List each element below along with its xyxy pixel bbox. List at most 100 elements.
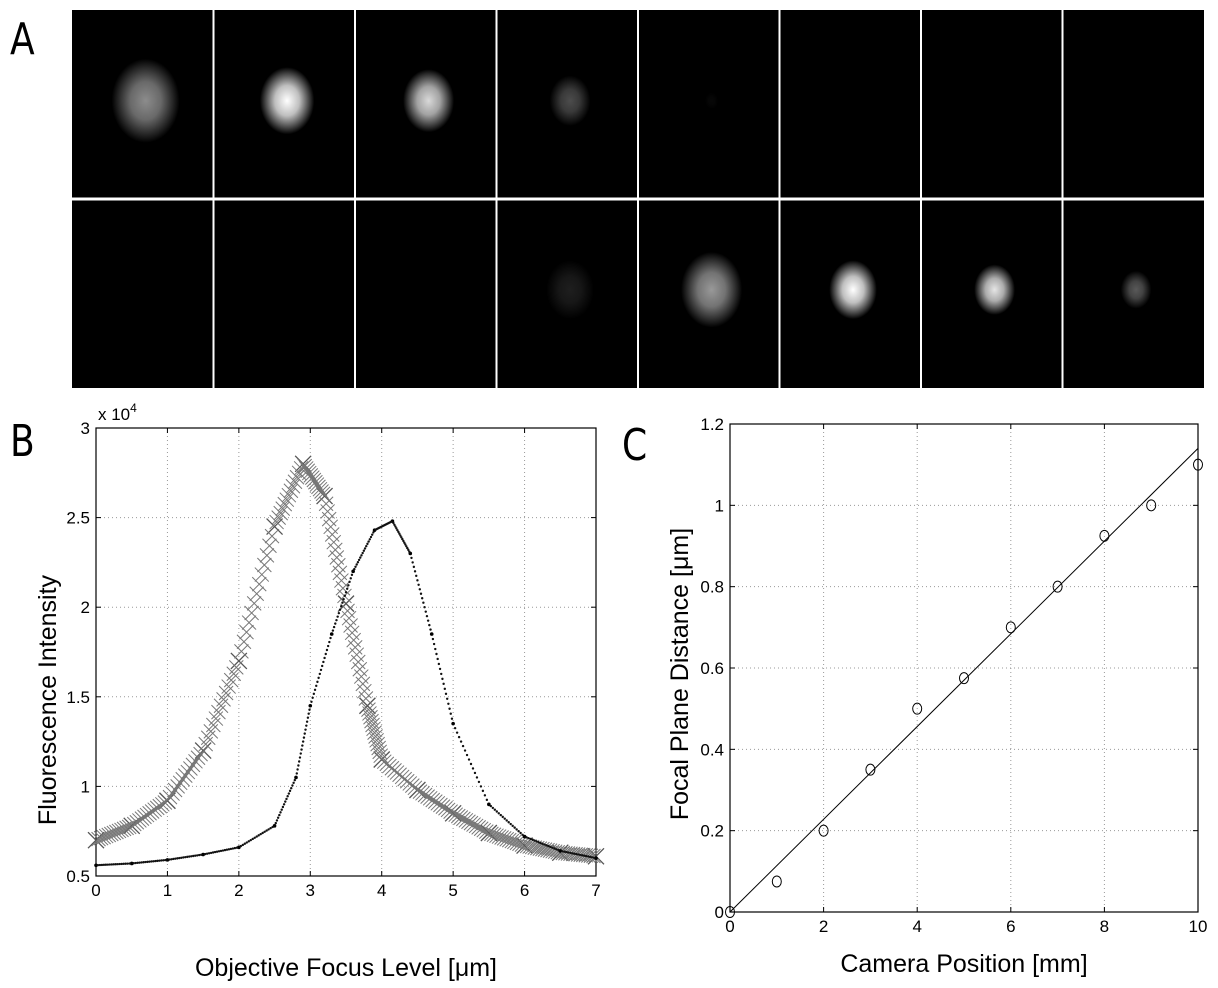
dot-trace <box>317 676 320 680</box>
dot-trace <box>572 852 576 855</box>
dot-trace <box>443 687 447 691</box>
x-marker-trace <box>185 757 201 773</box>
dot-trace <box>417 583 420 586</box>
data-point-dot <box>429 632 434 636</box>
dot-trace <box>434 647 437 651</box>
dot-trace <box>278 813 281 817</box>
dot-trace <box>276 816 280 819</box>
x-marker-trace <box>269 514 284 530</box>
x-marker-trace <box>448 807 464 823</box>
x-marker-trace <box>422 790 438 806</box>
y-tick-label-c: 0.2 <box>700 822 724 841</box>
dot-trace <box>461 744 465 748</box>
data-point-circle <box>1052 580 1063 593</box>
dot-trace <box>543 843 546 846</box>
dot-trace <box>537 840 540 844</box>
dot-trace <box>231 847 235 850</box>
fluorescent-spot <box>111 58 180 143</box>
x-marker-trace <box>271 510 287 525</box>
y-tick-label-b: 2.5 <box>66 509 90 528</box>
dot-trace <box>354 565 357 568</box>
dot-trace <box>279 811 282 814</box>
x-marker-trace <box>417 787 433 803</box>
dot-trace <box>592 856 596 859</box>
dot-trace <box>243 842 247 845</box>
dot-trace <box>448 707 451 710</box>
x-marker-trace <box>455 811 471 827</box>
x-tick-label-b: 0 <box>91 881 100 900</box>
dot-trace <box>511 824 514 828</box>
dot-trace <box>217 850 221 853</box>
dot-trace <box>408 550 411 553</box>
x-marker-trace <box>312 481 328 497</box>
dot-trace <box>180 856 183 859</box>
dot-trace <box>114 863 118 866</box>
dot-trace <box>148 860 151 863</box>
dot-trace <box>432 642 436 646</box>
dot-trace <box>144 860 147 864</box>
x-marker-trace <box>114 822 129 838</box>
dot-trace <box>440 672 443 676</box>
dot-trace <box>334 622 337 625</box>
dot-trace <box>247 840 250 843</box>
dot-trace <box>255 835 258 838</box>
dot-trace <box>412 565 416 569</box>
x-marker-trace <box>300 463 316 479</box>
x-marker-trace <box>496 831 512 846</box>
dot-trace <box>329 636 332 640</box>
dot-trace <box>578 853 582 857</box>
dot-trace <box>467 758 471 761</box>
dot-trace <box>215 850 219 853</box>
y-multiplier-b: x 104 <box>98 401 137 424</box>
dot-trace <box>345 587 349 590</box>
dot-trace <box>295 772 298 775</box>
x-marker-trace <box>509 835 525 851</box>
dot-trace <box>292 781 295 785</box>
dot-trace <box>108 863 112 866</box>
dot-trace <box>150 860 153 863</box>
dot-trace <box>136 861 139 865</box>
x-marker-trace <box>241 615 257 630</box>
x-marker-trace <box>461 814 476 830</box>
dot-trace <box>499 813 502 817</box>
dot-trace <box>293 778 297 782</box>
dot-trace <box>120 862 123 866</box>
x-marker-trace <box>440 802 456 818</box>
dot-trace <box>453 726 457 730</box>
dot-trace <box>312 692 316 696</box>
dot-trace <box>164 858 167 862</box>
data-point-circle <box>1099 529 1110 542</box>
dot-trace <box>225 848 229 851</box>
y-tick-label-b: 2 <box>81 598 90 617</box>
dot-trace <box>318 672 322 676</box>
data-point-x-marker <box>294 455 312 473</box>
x-marker-trace <box>246 596 262 611</box>
plot-area-c <box>729 423 1199 913</box>
dot-trace <box>134 861 137 865</box>
x-marker-trace <box>306 472 322 488</box>
dot-trace <box>124 862 127 865</box>
dot-trace <box>366 542 369 546</box>
dot-trace <box>363 547 367 550</box>
dot-trace <box>441 677 444 681</box>
data-point-circle <box>725 906 735 918</box>
dot-trace <box>154 859 157 863</box>
fluorescent-spot <box>549 75 591 126</box>
x-tick-label-b: 5 <box>448 881 457 900</box>
x-marker-trace <box>499 831 515 847</box>
dot-trace <box>437 662 441 666</box>
dot-trace <box>479 785 483 788</box>
y-tick-label-c: 0.6 <box>700 659 724 678</box>
x-marker-trace <box>491 829 507 844</box>
data-point-circle <box>771 875 782 888</box>
x-marker-trace <box>298 461 314 476</box>
data-point-circle <box>1193 458 1203 471</box>
dot-trace <box>517 830 520 833</box>
x-marker-trace <box>586 848 601 864</box>
dot-trace <box>395 527 398 530</box>
dot-trace <box>176 857 179 860</box>
x-marker-trace <box>244 605 259 621</box>
dot-trace <box>186 855 189 859</box>
dot-trace <box>305 724 308 727</box>
dot-trace <box>195 854 199 857</box>
